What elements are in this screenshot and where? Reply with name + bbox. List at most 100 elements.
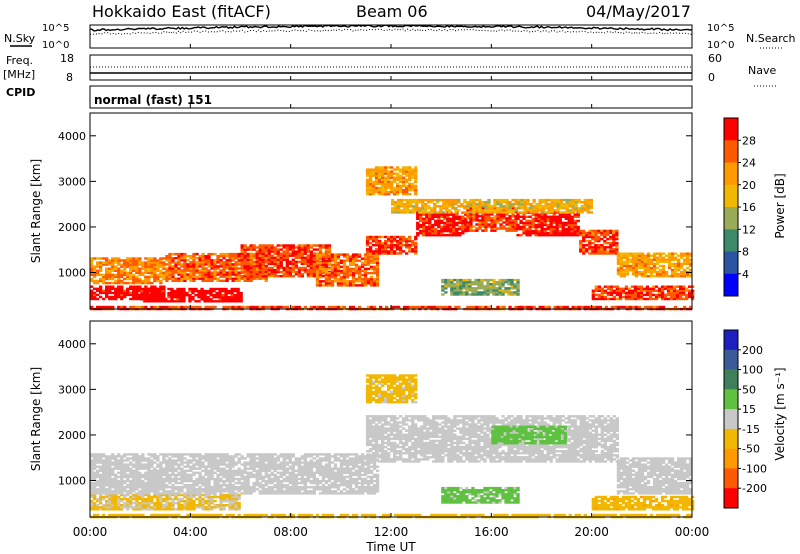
power-cell (483, 285, 487, 288)
power-cell (129, 267, 133, 270)
power-cell (207, 265, 211, 268)
power-cell (529, 205, 533, 208)
power-cell (342, 278, 347, 281)
power-cell (324, 244, 329, 247)
power-cell (452, 232, 456, 235)
power-cell (400, 205, 404, 208)
power-cell (440, 213, 444, 216)
power-cell (93, 257, 97, 260)
power-cell (576, 213, 580, 216)
power-cell (493, 229, 497, 232)
power-cell (399, 168, 403, 171)
power-cell (538, 207, 542, 210)
power-cell (336, 265, 341, 269)
power-cell (646, 268, 651, 272)
power-cell (315, 282, 320, 285)
power-cell (375, 278, 380, 281)
power-cell (666, 287, 671, 290)
power-cell (492, 285, 496, 288)
power-cell (102, 291, 106, 295)
power-cell (469, 227, 473, 230)
power-cell (363, 284, 368, 287)
power-cell (282, 266, 286, 270)
velocity-cell (126, 497, 130, 501)
power-cell (368, 193, 373, 196)
power-cell (658, 268, 663, 272)
power-cell (330, 259, 335, 262)
power-cell (365, 237, 370, 241)
power-cell (381, 176, 385, 179)
power-cell (396, 239, 400, 243)
power-cell (625, 270, 630, 274)
velocity-cell (204, 508, 208, 511)
power-cell (405, 190, 409, 194)
power-cell (381, 168, 385, 171)
velocity-cell (547, 513, 551, 517)
power-cell (306, 256, 310, 259)
power-cell (670, 268, 675, 272)
power-cell (237, 271, 241, 274)
power-cell (505, 221, 509, 224)
power-cell (486, 285, 490, 288)
power-cell (504, 291, 508, 294)
power-cell (511, 205, 515, 208)
power-cell (176, 287, 180, 291)
power-cell (502, 211, 506, 214)
power-cell (399, 242, 403, 245)
power-cell (321, 261, 326, 264)
power-cell (224, 296, 228, 299)
power-cell (165, 279, 169, 282)
power-cell (549, 215, 553, 218)
power-cell (672, 287, 677, 290)
velocity-cell (234, 497, 238, 501)
power-cell (586, 205, 590, 208)
power-cell (391, 203, 395, 206)
power-cell (619, 264, 624, 268)
power-cell (526, 209, 530, 212)
power-cell (384, 244, 388, 247)
velocity-cell (397, 513, 401, 517)
power-cell (186, 277, 190, 280)
power-cell (433, 205, 437, 208)
velocity-cell (108, 486, 112, 489)
power-cell (403, 211, 407, 214)
power-cell (146, 289, 150, 293)
power-cell (394, 207, 398, 210)
velocity-cell (135, 495, 139, 499)
velocity-cell (159, 493, 163, 497)
velocity-cell (210, 508, 214, 511)
power-cell (198, 257, 202, 260)
power-cell (171, 269, 175, 272)
power-cell (558, 219, 562, 223)
power-cell (670, 252, 675, 255)
power-cell (327, 267, 332, 271)
power-cell (507, 287, 511, 290)
velocity-cell (162, 508, 166, 511)
power-cell (390, 239, 394, 243)
power-cell (640, 252, 645, 255)
velocity-cell (126, 453, 130, 456)
power-cell (132, 289, 136, 292)
velocity-cell (111, 486, 115, 489)
power-cell (195, 305, 199, 309)
power-cell (153, 305, 157, 309)
power-cell (381, 193, 385, 196)
power-cell (264, 270, 268, 274)
power-cell (579, 242, 583, 245)
power-cell (450, 283, 454, 286)
power-cell (686, 256, 690, 259)
power-cell (312, 264, 316, 268)
velocity-cell (189, 497, 193, 501)
power-cell (152, 300, 156, 303)
power-cell (543, 223, 547, 227)
power-cell (414, 190, 418, 194)
power-cell (634, 270, 639, 274)
power-cell (520, 203, 524, 206)
power-cell (472, 203, 476, 206)
power-cell (683, 275, 687, 278)
velocity-cell (99, 453, 103, 456)
power-cell (282, 268, 286, 272)
power-cell (552, 211, 556, 214)
power-cell (677, 273, 681, 276)
power-cell (453, 285, 457, 288)
